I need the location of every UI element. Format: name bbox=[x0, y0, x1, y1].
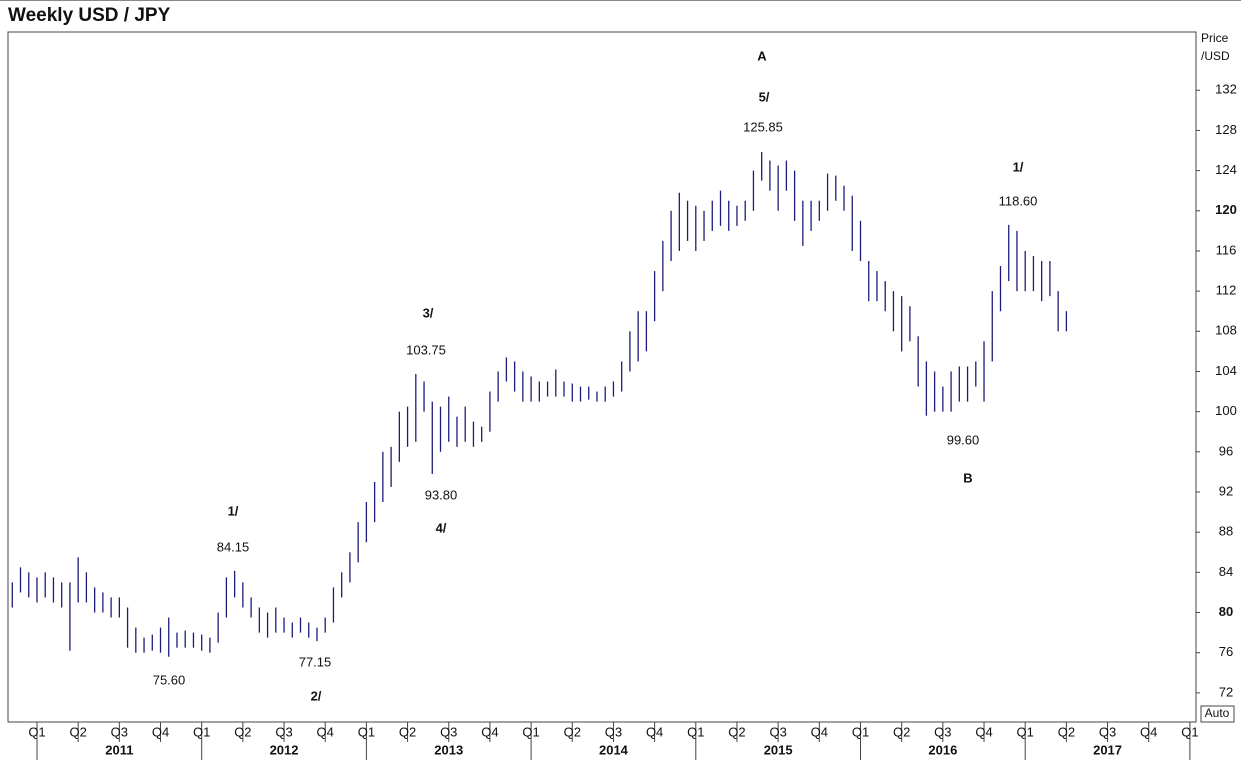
annotation: 118.60 bbox=[999, 193, 1038, 208]
x-tick-label: Q1 bbox=[28, 724, 45, 739]
y-axis-label: Price bbox=[1201, 31, 1229, 45]
x-tick-label: Q1 bbox=[1017, 724, 1034, 739]
x-tick-label: Q3 bbox=[275, 724, 292, 739]
y-tick-label: 84 bbox=[1219, 564, 1233, 579]
y-tick-label: 108 bbox=[1215, 323, 1237, 338]
y-tick-label: 112 bbox=[1216, 283, 1237, 298]
x-tick-label: Q4 bbox=[646, 724, 663, 739]
plot-frame bbox=[7, 31, 1197, 723]
x-tick-label: Q3 bbox=[605, 724, 622, 739]
y-tick-label: 88 bbox=[1219, 524, 1233, 539]
annotation: 3/ bbox=[423, 305, 434, 320]
y-tick-label: 96 bbox=[1219, 443, 1233, 458]
y-tick-label: 72 bbox=[1219, 684, 1233, 699]
year-label: 2016 bbox=[928, 742, 957, 757]
x-tick-label: Q4 bbox=[811, 724, 828, 739]
x-tick-label: Q4 bbox=[317, 724, 334, 739]
y-tick-label: 80 bbox=[1219, 604, 1233, 619]
x-tick-label: Q2 bbox=[1058, 724, 1075, 739]
x-tick-label: Q1 bbox=[522, 724, 539, 739]
x-tick-label: Q4 bbox=[152, 724, 169, 739]
x-tick-label: Q2 bbox=[69, 724, 86, 739]
x-tick-label: Q1 bbox=[358, 724, 375, 739]
y-tick-label: 124 bbox=[1215, 162, 1237, 177]
year-label: 2012 bbox=[270, 742, 299, 757]
year-label: 2011 bbox=[105, 742, 133, 757]
x-tick-label: Q2 bbox=[399, 724, 416, 739]
annotation: 103.75 bbox=[406, 342, 446, 357]
x-tick-label: Q2 bbox=[234, 724, 251, 739]
y-axis-label: /USD bbox=[1201, 49, 1230, 63]
annotation: B bbox=[963, 470, 972, 485]
x-tick-label: Q4 bbox=[1140, 724, 1157, 739]
x-tick-label: Q2 bbox=[564, 724, 581, 739]
annotation: 75.60 bbox=[153, 672, 186, 687]
y-tick-label: 128 bbox=[1215, 122, 1237, 137]
x-tick-label: Q3 bbox=[440, 724, 457, 739]
x-tick-label: Q3 bbox=[111, 724, 128, 739]
annotation: 84.15 bbox=[217, 539, 250, 554]
y-tick-label: 104 bbox=[1215, 363, 1237, 378]
x-tick-label: Q3 bbox=[1099, 724, 1116, 739]
x-tick-label: Q3 bbox=[934, 724, 951, 739]
x-tick-label: Q1 bbox=[852, 724, 869, 739]
annotation: 1/ bbox=[1013, 159, 1024, 174]
x-tick-label: Q1 bbox=[1181, 724, 1198, 739]
chart-title: Weekly USD / JPY bbox=[8, 5, 171, 26]
auto-label[interactable]: Auto bbox=[1205, 706, 1230, 720]
y-tick-label: 76 bbox=[1219, 644, 1233, 659]
annotation: 4/ bbox=[436, 520, 447, 535]
annotation: A bbox=[757, 48, 767, 63]
x-tick-label: Q4 bbox=[975, 724, 992, 739]
annotation: 5/ bbox=[759, 89, 770, 104]
x-tick-label: Q1 bbox=[193, 724, 210, 739]
auto-button[interactable] bbox=[1200, 705, 1235, 723]
x-tick-label: Q3 bbox=[769, 724, 786, 739]
year-label: 2017 bbox=[1093, 742, 1122, 757]
year-label: 2015 bbox=[764, 742, 793, 757]
y-tick-label: 132 bbox=[1215, 82, 1237, 97]
y-tick-label: 116 bbox=[1216, 242, 1237, 257]
annotation: 1/ bbox=[228, 503, 239, 518]
annotation: 77.15 bbox=[299, 654, 332, 669]
x-tick-label: Q1 bbox=[687, 724, 704, 739]
annotation: 99.60 bbox=[947, 432, 980, 447]
y-tick-label: 120 bbox=[1215, 202, 1237, 217]
y-tick-label: 92 bbox=[1219, 483, 1233, 498]
y-tick-label: 100 bbox=[1215, 403, 1237, 418]
year-label: 2013 bbox=[434, 742, 463, 757]
x-tick-label: Q2 bbox=[893, 724, 910, 739]
annotation: 93.80 bbox=[425, 487, 458, 502]
x-tick-label: Q4 bbox=[481, 724, 498, 739]
year-label: 2014 bbox=[599, 742, 629, 757]
annotation: 125.85 bbox=[743, 119, 783, 134]
x-tick-label: Q2 bbox=[728, 724, 745, 739]
annotation: 2/ bbox=[311, 688, 322, 703]
